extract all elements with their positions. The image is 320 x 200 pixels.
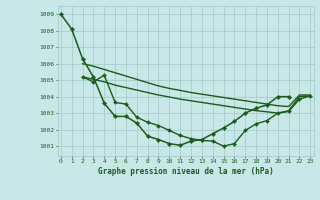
X-axis label: Graphe pression niveau de la mer (hPa): Graphe pression niveau de la mer (hPa) [98,167,274,176]
